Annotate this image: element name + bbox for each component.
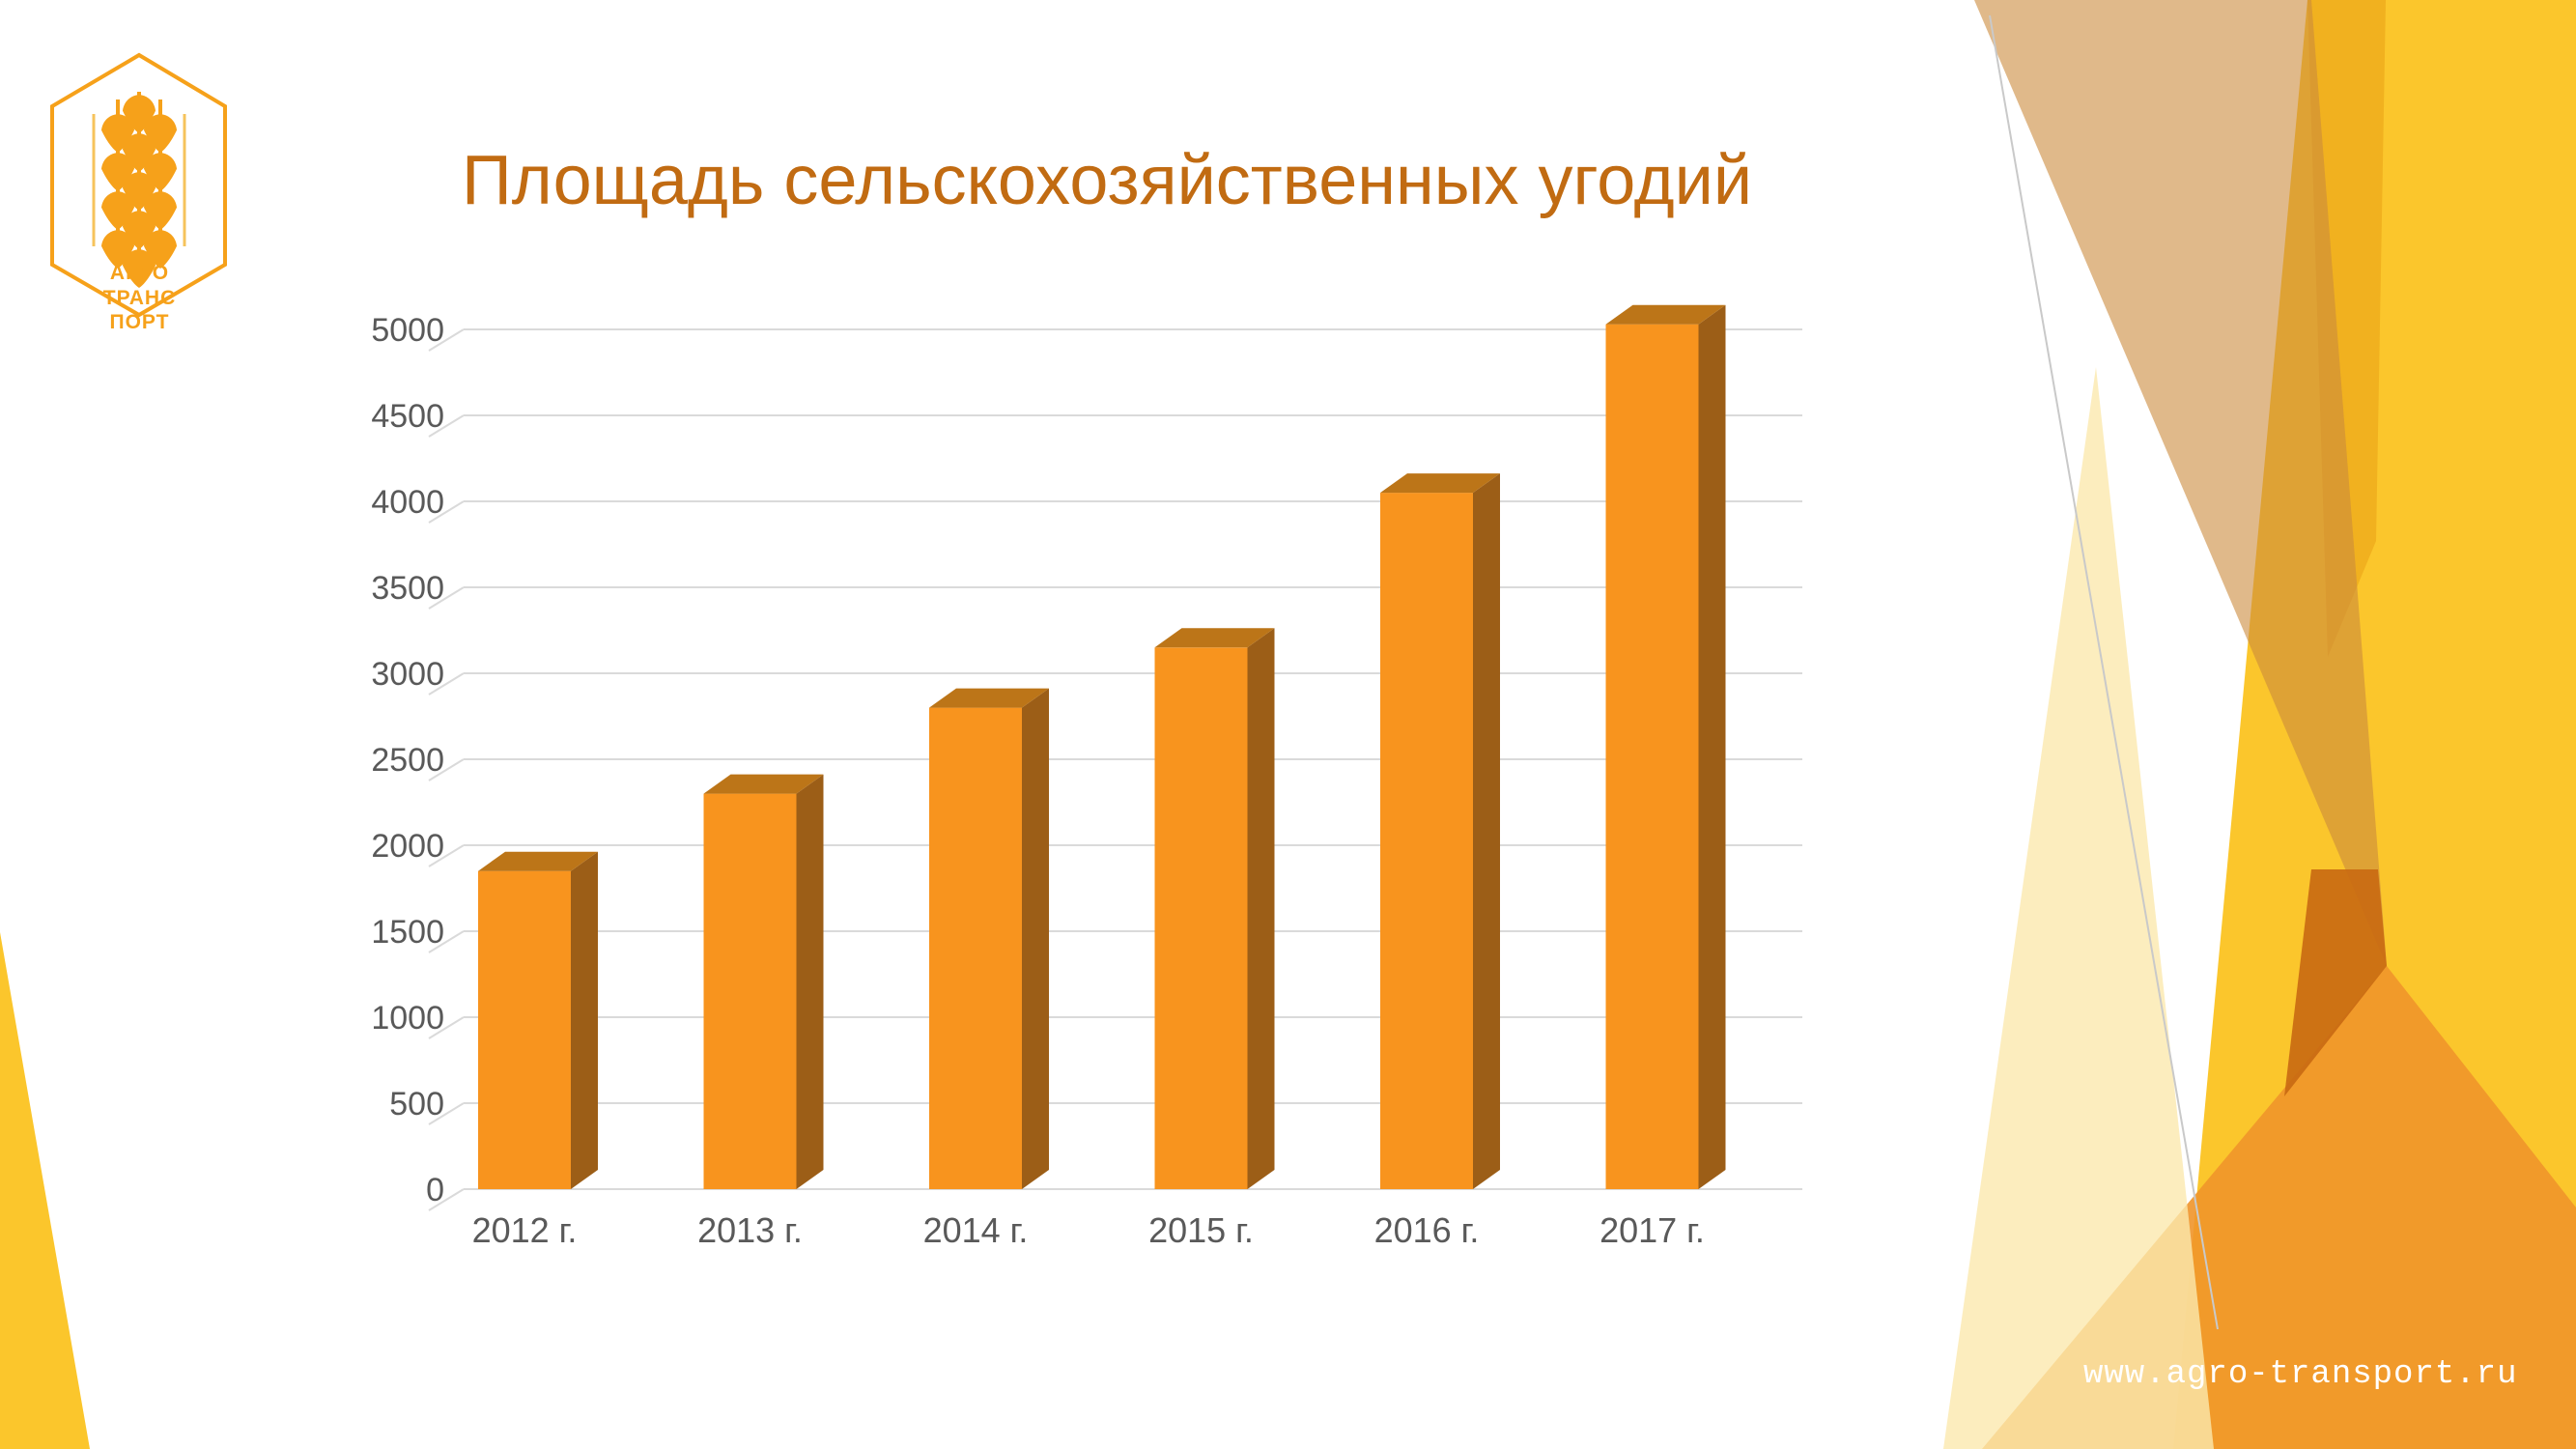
svg-text:1000: 1000 <box>371 1000 444 1037</box>
svg-text:500: 500 <box>389 1086 444 1122</box>
svg-text:4500: 4500 <box>371 398 444 435</box>
svg-text:2012 г.: 2012 г. <box>472 1210 578 1250</box>
svg-text:2016 г.: 2016 г. <box>1374 1210 1480 1250</box>
svg-text:2015 г.: 2015 г. <box>1148 1210 1254 1250</box>
svg-text:2014 г.: 2014 г. <box>923 1210 1029 1250</box>
svg-text:2000: 2000 <box>371 828 444 865</box>
svg-text:0: 0 <box>426 1172 444 1208</box>
svg-text:4000: 4000 <box>371 484 444 521</box>
svg-text:3500: 3500 <box>371 570 444 607</box>
svg-text:2017 г.: 2017 г. <box>1599 1210 1705 1250</box>
svg-text:3000: 3000 <box>371 656 444 693</box>
svg-text:1500: 1500 <box>371 914 444 951</box>
svg-text:2500: 2500 <box>371 742 444 779</box>
svg-text:5000: 5000 <box>371 312 444 349</box>
svg-text:2013 г.: 2013 г. <box>697 1210 803 1250</box>
